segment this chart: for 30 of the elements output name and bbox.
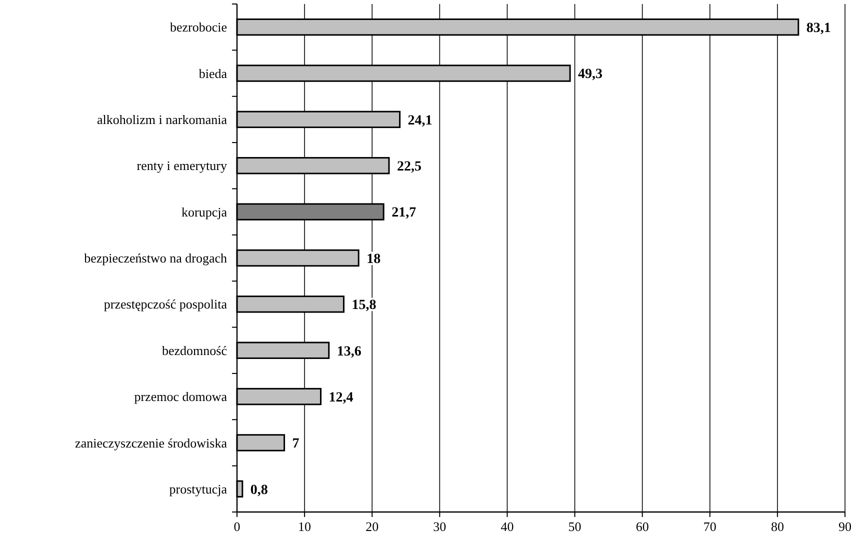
x-tick-label: 30 [433,519,446,534]
y-tick-label: przestępczość pospolita [104,296,228,312]
x-tick-label: 0 [234,519,240,534]
data-label: 24,1 [408,113,432,128]
y-tick-label: korupcja [182,204,228,220]
y-tick-label: prostytucja [169,481,228,496]
y-tick-label: zanieczyszczenie środowiska [75,435,228,450]
x-tick-label: 50 [568,519,582,534]
y-tick-label: bezrobocie [170,20,228,35]
data-label: 12,4 [328,390,354,406]
y-tick-label: przemoc domowa [134,389,228,404]
data-label: 0,8 [250,482,268,498]
y-tick-label: renty i emerytury [136,158,228,174]
data-label: 83,1 [806,20,831,36]
data-label: 13,6 [336,344,362,360]
data-label: 22,5 [397,160,422,175]
x-tick-label: 80 [770,519,784,534]
data-label: 21,7 [392,206,416,221]
x-tick-label: 60 [636,519,649,534]
x-tick-label: 90 [838,519,851,534]
x-tick-label: 20 [366,519,379,534]
x-tick-label: 10 [298,519,312,534]
y-tick-label: bezdomność [162,342,228,358]
x-tick-label: 40 [500,519,514,534]
data-label: 49,3 [578,67,603,82]
y-tick-label: bieda [198,66,228,81]
x-tick-label: 70 [703,519,716,534]
data-label: 7 [292,436,300,452]
y-tick-label: alkoholizm i narkomania [97,112,228,128]
y-tick-label: bezpieczeństwo na drogach [84,250,228,266]
